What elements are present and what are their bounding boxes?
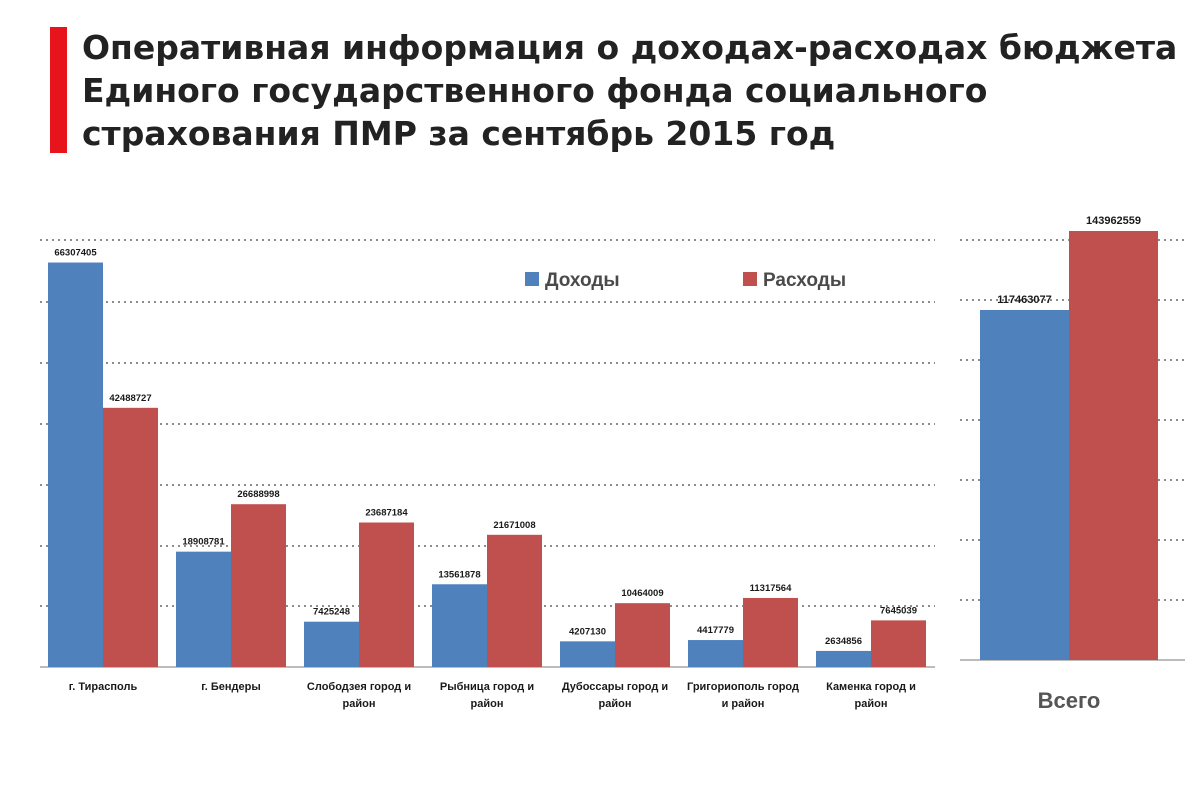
category-label: Григориополь город [687, 681, 799, 693]
data-label: 2634856 [825, 636, 862, 647]
bar-income [560, 641, 615, 667]
legend-label-income: Доходы [545, 270, 620, 291]
data-label: 10464009 [621, 588, 663, 599]
total-chart: 117463077 143962559 Всего [960, 215, 1185, 713]
bar-expense [1069, 231, 1158, 660]
bar-expense [743, 597, 798, 667]
category-label: и район [722, 698, 765, 710]
title-line: Единого государственного фонда социально… [82, 71, 988, 110]
page-title: Оперативная информация о доходах-расхода… [82, 26, 1182, 155]
category-label: район [343, 698, 376, 710]
legend: Доходы Расходы [525, 270, 846, 291]
data-label: 18908781 [182, 537, 225, 548]
bar-income [816, 650, 871, 667]
data-label: 4417779 [697, 625, 734, 636]
data-label: 11317564 [750, 583, 792, 594]
category-label: Всего [1038, 688, 1101, 713]
data-label: 21671008 [493, 520, 535, 531]
bar-expense [231, 504, 286, 667]
data-label: 4207130 [569, 626, 606, 637]
bar-expense [615, 603, 670, 667]
bar-income [176, 551, 231, 667]
legend-swatch-expense [743, 272, 757, 286]
data-label: 66307405 [54, 248, 97, 259]
title-line: Оперативная информация о доходах-расхода… [82, 28, 1178, 67]
bar-income [48, 262, 103, 667]
legend-label-expense: Расходы [763, 270, 846, 291]
bar-expense [103, 407, 158, 667]
bar-expense [487, 534, 542, 667]
title-line: страхования ПМР за сентябрь 2015 год [82, 114, 836, 153]
category-label: район [471, 698, 504, 710]
data-label: 26688998 [237, 489, 279, 500]
data-label: 117463077 [997, 294, 1051, 306]
bar-expense [359, 522, 414, 667]
title-accent-bar [50, 27, 67, 153]
category-label: район [855, 698, 888, 710]
category-label: Слободзея город и [307, 681, 411, 693]
bar-income [432, 584, 487, 667]
data-label: 23687184 [365, 508, 408, 519]
data-label: 13561878 [438, 569, 480, 580]
data-label: 7425248 [313, 607, 350, 618]
category-label: г. Тирасполь [69, 681, 138, 693]
category-label: г. Бендеры [201, 681, 260, 693]
data-label: 143962559 [1086, 215, 1141, 227]
data-label: 42488727 [109, 393, 151, 404]
legend-swatch-income [525, 272, 539, 286]
bar-income [980, 309, 1069, 660]
data-label: 7645039 [880, 605, 917, 616]
bar-income [304, 621, 359, 667]
bar-expense [871, 620, 926, 667]
category-label: Рыбница город и [440, 681, 534, 693]
category-label: Каменка город и [826, 681, 916, 693]
districts-chart: 66307405 42488727 г. Тирасполь 18908781 2668… [40, 239, 935, 710]
category-label: район [599, 698, 632, 710]
bar-income [688, 640, 743, 667]
category-label: Дубоссары город и [562, 681, 668, 693]
